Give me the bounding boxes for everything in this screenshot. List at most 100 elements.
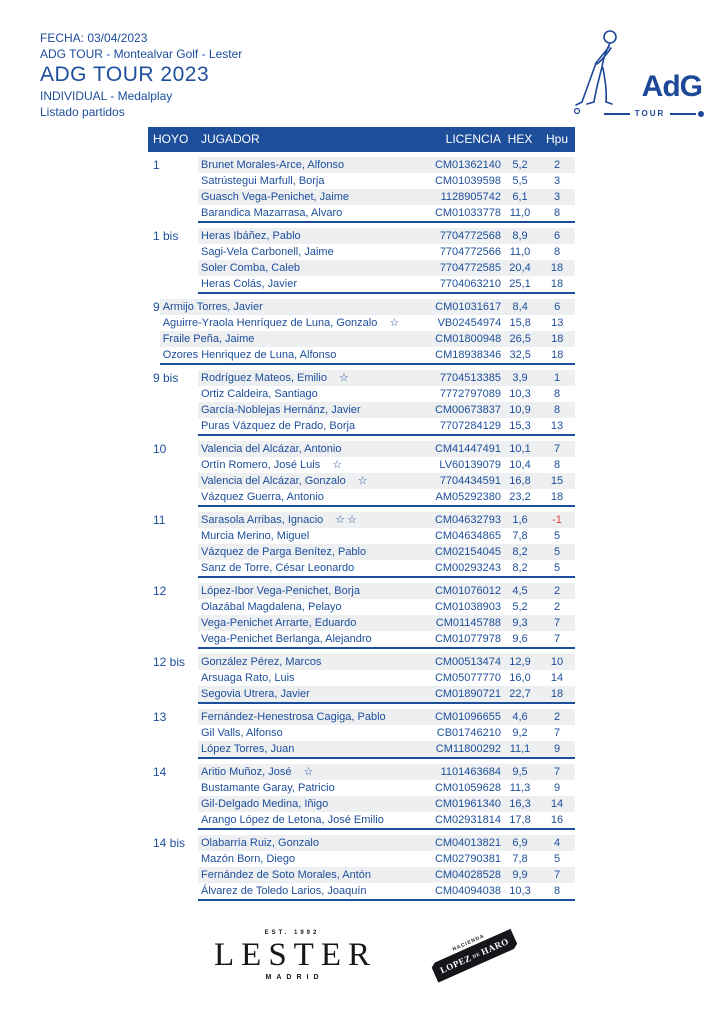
player-hpu: 14 bbox=[550, 672, 564, 684]
player-hpu: 18 bbox=[550, 491, 564, 503]
player-row: Ortiz Caldeira, Santiago 7772797089 10,3 8 bbox=[198, 386, 575, 402]
player-name: Soler Comba, Caleb bbox=[201, 262, 301, 274]
player-row: Armijo Torres, Javier CM01031617 8,4 6 bbox=[159, 299, 576, 315]
player-row: Heras Ibáñez, Pablo 7704772568 8,9 6 bbox=[198, 228, 575, 244]
player-hpu: 18 bbox=[550, 278, 564, 290]
col-hoyo: HOYO bbox=[153, 132, 189, 146]
player-row: Fraile Peña, Jaime CM01800948 26,5 18 bbox=[159, 331, 576, 347]
player-hpu: 2 bbox=[553, 711, 561, 723]
listado-line: Listado partidos bbox=[40, 105, 125, 119]
player-licencia: CM01096655 bbox=[434, 711, 501, 723]
player-name: Valencia del Alcázar, Gonzalo ☆ bbox=[201, 475, 370, 487]
player-hex: 1,6 bbox=[512, 514, 528, 526]
player-hpu: 7 bbox=[553, 633, 561, 645]
player-hex: 32,5 bbox=[509, 349, 531, 361]
footer-logos: EST. 1992 LESTER MADRID HACIENDA LOPEZDE… bbox=[0, 930, 724, 981]
hole-label: 11 bbox=[153, 513, 166, 527]
player-hex: 8,2 bbox=[512, 562, 528, 574]
player-row: Fernández de Soto Morales, Antón CM040285… bbox=[198, 867, 575, 883]
pairing-group: 14 bis Olabarría Ruiz, Gonzalo CM04013821 6… bbox=[148, 835, 575, 901]
player-hpu: 6 bbox=[553, 230, 561, 242]
player-row: Valencia del Alcázar, Antonio CM41447491 1… bbox=[198, 441, 575, 457]
player-name: Murcia Merino, Miguel bbox=[201, 530, 310, 542]
player-hex: 10,4 bbox=[509, 459, 531, 471]
pairing-group: 14 Aritio Muñoz, José ☆ 1101463684 9,5 7 Busta… bbox=[148, 764, 575, 830]
player-licencia: 7704513385 bbox=[439, 372, 501, 384]
player-name: Olazábal Magdalena, Pelayo bbox=[201, 601, 342, 613]
pairing-group: 12 bis González Pérez, Marcos CM00513474 12… bbox=[148, 654, 575, 704]
player-name: Gil-Delgado Medina, Iñigo bbox=[201, 798, 329, 810]
group-rows: Valencia del Alcázar, Antonio CM41447491 1… bbox=[198, 441, 575, 507]
player-licencia: CM04094038 bbox=[434, 885, 501, 897]
star-icon: ☆ bbox=[338, 372, 351, 384]
player-hpu: 18 bbox=[551, 333, 564, 345]
player-licencia: 7704772585 bbox=[439, 262, 501, 274]
player-name: Vázquez de Parga Benítez, Pablo bbox=[201, 546, 367, 558]
group-rows: Brunet Morales-Arce, Alfonso CM01362140 5,… bbox=[198, 157, 575, 223]
player-row: Fernández-Henestrosa Cagiga, Pablo CM0109… bbox=[198, 709, 575, 725]
player-row: Mazón Born, Diego CM02790381 7,8 5 bbox=[198, 851, 575, 867]
player-licencia: 1101463684 bbox=[440, 766, 501, 778]
player-hpu: 4 bbox=[553, 837, 561, 849]
player-hpu: 18 bbox=[551, 349, 564, 361]
player-row: López-Ibor Vega-Penichet, Borja CM0107601… bbox=[198, 583, 575, 599]
player-name: Vázquez Guerra, Antonio bbox=[201, 491, 324, 503]
golfer-icon bbox=[573, 30, 617, 115]
player-hpu: 13 bbox=[550, 420, 564, 432]
pairing-group: 9 Armijo Torres, Javier CM01031617 8,4 6 Agui… bbox=[148, 299, 576, 365]
player-hpu: 8 bbox=[553, 885, 561, 897]
player-name: Fernández-Henestrosa Cagiga, Pablo bbox=[201, 711, 386, 723]
player-licencia: 7704772568 bbox=[439, 230, 501, 242]
player-hpu: 3 bbox=[553, 191, 561, 203]
player-hpu: 8 bbox=[553, 459, 561, 471]
player-row: Guasch Vega-Penichet, Jaime 1128905742 6,1… bbox=[198, 189, 575, 205]
player-hex: 4,6 bbox=[512, 711, 528, 723]
player-licencia: CM00293243 bbox=[434, 562, 501, 574]
player-hpu: 5 bbox=[553, 562, 561, 574]
player-hpu: 6 bbox=[554, 301, 561, 313]
player-row: Ortín Romero, José Luis ☆ LV60139079 10,4 8 bbox=[198, 457, 575, 473]
player-row: Arango López de Letona, José Emilio CM029… bbox=[198, 812, 575, 828]
player-licencia: 7707284129 bbox=[439, 420, 501, 432]
player-licencia: CM01031617 bbox=[435, 301, 502, 313]
player-licencia: CM01145788 bbox=[435, 617, 501, 629]
player-hex: 9,5 bbox=[512, 766, 528, 778]
lester-wordmark: LESTER bbox=[214, 937, 378, 973]
player-name: Heras Colás, Javier bbox=[201, 278, 297, 290]
player-row: Valencia del Alcázar, Gonzalo ☆ 7704434591… bbox=[198, 473, 575, 489]
format-line: INDIVIDUAL - Medalplay bbox=[40, 89, 173, 103]
player-hex: 16,3 bbox=[509, 798, 531, 810]
player-hex: 9,6 bbox=[512, 633, 528, 645]
star-icon: ☆☆ bbox=[335, 514, 360, 526]
star-icon: ☆ bbox=[332, 459, 345, 471]
player-hex: 8,4 bbox=[512, 301, 528, 313]
player-row: Vázquez de Parga Benítez, Pablo CM0215404… bbox=[198, 544, 575, 560]
player-hex: 12,9 bbox=[509, 656, 531, 668]
player-licencia: CM01076012 bbox=[434, 585, 501, 597]
player-name: González Pérez, Marcos bbox=[201, 656, 322, 668]
player-licencia: CM01077978 bbox=[434, 633, 501, 645]
player-name: Sanz de Torre, César Leonardo bbox=[201, 562, 355, 574]
player-name: Mazón Born, Diego bbox=[201, 853, 296, 865]
player-licencia: AM05292380 bbox=[435, 491, 501, 503]
player-row: Olabarría Ruiz, Gonzalo CM04013821 6,9 4 bbox=[198, 835, 575, 851]
pairing-group: 10 Valencia del Alcázar, Antonio CM4144749… bbox=[148, 441, 575, 507]
player-name: Vega-Penichet Arrarte, Eduardo bbox=[201, 617, 357, 629]
hole-label: 9 bbox=[153, 300, 160, 314]
player-licencia: CM04013821 bbox=[434, 837, 501, 849]
player-licencia: CM02154045 bbox=[434, 546, 501, 558]
player-name: Álvarez de Toledo Larios, Joaquín bbox=[201, 885, 367, 897]
player-hex: 11,0 bbox=[509, 246, 531, 258]
player-licencia: CM05077770 bbox=[434, 672, 501, 684]
player-hpu: 2 bbox=[553, 601, 561, 613]
player-name: Heras Ibáñez, Pablo bbox=[201, 230, 301, 242]
player-hpu: 16 bbox=[550, 814, 564, 826]
player-hpu: 5 bbox=[553, 853, 561, 865]
adg-tour-rule: TOUR bbox=[604, 109, 704, 118]
player-row: Aguirre-Yraola Henríquez de Luna, Gonzal… bbox=[160, 315, 576, 331]
player-hpu: 7 bbox=[553, 869, 561, 881]
player-hpu: 2 bbox=[553, 585, 561, 597]
player-licencia: VB02454974 bbox=[437, 317, 502, 329]
player-row: Heras Colás, Javier 7704063210 25,1 18 bbox=[198, 276, 575, 292]
player-row: Segovia Utrera, Javier CM01890721 22,7 18 bbox=[198, 686, 575, 702]
